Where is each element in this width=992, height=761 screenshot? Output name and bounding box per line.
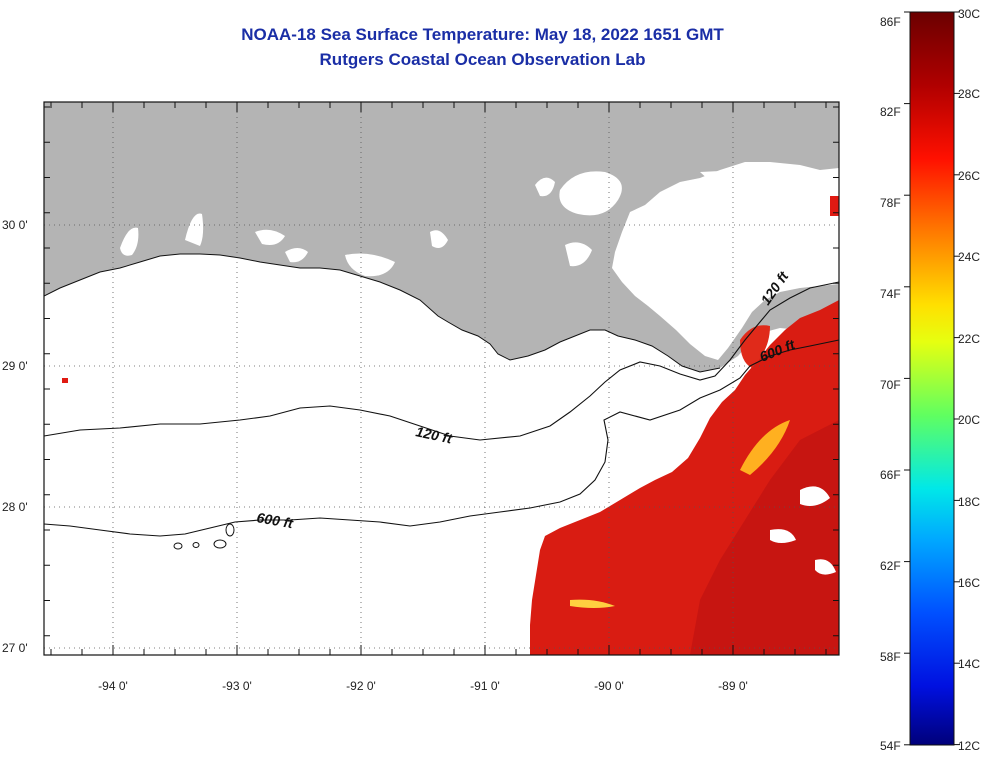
lat-label: 28 0' xyxy=(2,500,28,514)
nodata-gap-b xyxy=(770,529,796,543)
colorbar-f-label: 66F xyxy=(880,468,901,482)
coastline xyxy=(44,253,721,373)
colorbar-c-label: 20C xyxy=(958,413,980,427)
colorbar-f-label: 58F xyxy=(880,650,901,664)
colorbar-c-label: 28C xyxy=(958,87,980,101)
colorbar-f-label: 62F xyxy=(880,559,901,573)
barataria-bay xyxy=(565,242,592,267)
lon-label: -92 0' xyxy=(346,679,376,693)
map-subtitle: Rutgers Coastal Ocean Observation Lab xyxy=(319,50,646,69)
lake-pontchartrain xyxy=(559,171,622,216)
map-title: NOAA-18 Sea Surface Temperature: May 18,… xyxy=(241,25,724,44)
nodata-gap-a xyxy=(800,486,830,506)
sst-warmest-streak-b xyxy=(570,599,615,608)
lon-label: -94 0' xyxy=(98,679,128,693)
colorbar-c-label: 14C xyxy=(958,657,980,671)
colorbar-f-label: 74F xyxy=(880,287,901,301)
colorbar-f-label: 86F xyxy=(880,15,901,29)
map-ticks xyxy=(44,102,839,655)
lake-maurepas xyxy=(535,177,555,197)
colorbar-ticks xyxy=(904,11,960,746)
terrebonne-bay xyxy=(430,230,448,248)
colorbar-f-label: 82F xyxy=(880,105,901,119)
map-frame xyxy=(43,101,840,656)
contour-600ft xyxy=(44,339,839,537)
colorbar-f-label: 54F xyxy=(880,739,901,753)
sst-dark-core xyxy=(690,420,839,655)
colorbar-c-label: 24C xyxy=(958,250,980,264)
colorbar-c-label: 12C xyxy=(958,739,980,753)
contour-islet-b xyxy=(192,542,200,548)
latitude-labels: 30 0' 29 0' 28 0' 27 0' xyxy=(2,218,28,655)
colorbar xyxy=(909,11,955,746)
colorbar-c-label: 16C xyxy=(958,576,980,590)
breton-sound xyxy=(690,198,741,270)
colorbar-f-labels: 86F 82F 78F 74F 70F 66F 62F 58F 54F xyxy=(880,15,901,753)
colorbar-f-label: 70F xyxy=(880,378,901,392)
atchafalaya-bay xyxy=(345,253,395,277)
sabine-lake xyxy=(185,213,204,246)
lon-label: -91 0' xyxy=(470,679,500,693)
colorbar-f-label: 78F xyxy=(880,196,901,210)
contour-islet-a xyxy=(173,542,183,550)
lon-label: -90 0' xyxy=(594,679,624,693)
lat-label: 29 0' xyxy=(2,359,28,373)
nodata-gap-c xyxy=(815,559,836,575)
longitude-labels: -94 0' -93 0' -92 0' -91 0' -90 0' -89 0… xyxy=(98,679,748,693)
colorbar-c-label: 26C xyxy=(958,169,980,183)
sst-speck-northeast xyxy=(830,196,839,216)
lon-label: -93 0' xyxy=(222,679,252,693)
mississippi-sound xyxy=(700,171,839,200)
colorbar-c-label: 30C xyxy=(958,7,980,21)
colorbar-c-labels: 30C 28C 26C 24C 22C 20C 18C 16C 14C 12C xyxy=(958,7,980,753)
sst-speck-west xyxy=(62,378,68,383)
colorbar-c-label: 22C xyxy=(958,332,980,346)
lake-calcasieu xyxy=(120,227,139,256)
contour-label-600ft-west: 600 ft xyxy=(255,509,295,531)
contour-label-120ft-west: 120 ft xyxy=(414,423,454,447)
sst-patch-north xyxy=(740,325,770,368)
sst-warmest-streak-a xyxy=(740,420,790,475)
grand-lake xyxy=(285,248,308,263)
contour-islet-d xyxy=(225,523,235,537)
graticule xyxy=(44,102,839,655)
white-lake xyxy=(255,229,285,245)
lon-label: -89 0' xyxy=(718,679,748,693)
lat-label: 27 0' xyxy=(2,641,28,655)
contour-islet-c xyxy=(213,539,227,549)
contour-120ft xyxy=(44,281,839,441)
colorbar-c-label: 18C xyxy=(958,495,980,509)
lat-label: 30 0' xyxy=(2,218,28,232)
